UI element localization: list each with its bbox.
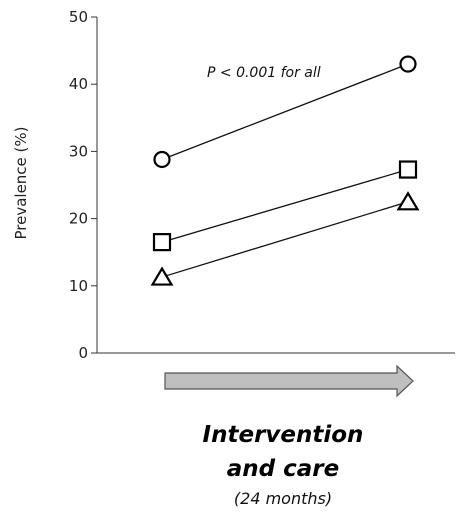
series-layer xyxy=(150,55,420,286)
triangle-series-line xyxy=(161,201,409,278)
y-tick-label: 20 xyxy=(69,210,88,228)
caption-and-care: and care xyxy=(227,456,339,482)
y-tick-label: 10 xyxy=(69,277,88,295)
circle-series-line xyxy=(161,63,409,161)
y-tick-label: 50 xyxy=(69,8,88,26)
square-marker xyxy=(152,233,172,252)
y-tick-label: 30 xyxy=(69,142,88,160)
caption-intervention: Intervention xyxy=(203,422,364,448)
y-tick-label: 40 xyxy=(69,75,88,93)
square-marker xyxy=(398,160,418,179)
triangle-marker xyxy=(396,191,420,211)
triangle-marker xyxy=(150,266,174,286)
caption-duration: (24 months) xyxy=(234,489,332,508)
square-series-line xyxy=(161,168,409,243)
y-axis-title: Prevalence (%) xyxy=(12,126,30,239)
significance-annotation: P < 0.001 for all xyxy=(207,65,321,81)
circle-marker xyxy=(153,150,171,169)
y-axis: 0 10 20 30 40 50 xyxy=(69,8,98,362)
circle-marker xyxy=(399,55,417,73)
timeline-arrow xyxy=(164,364,414,398)
y-tick-label: 0 xyxy=(78,344,88,362)
